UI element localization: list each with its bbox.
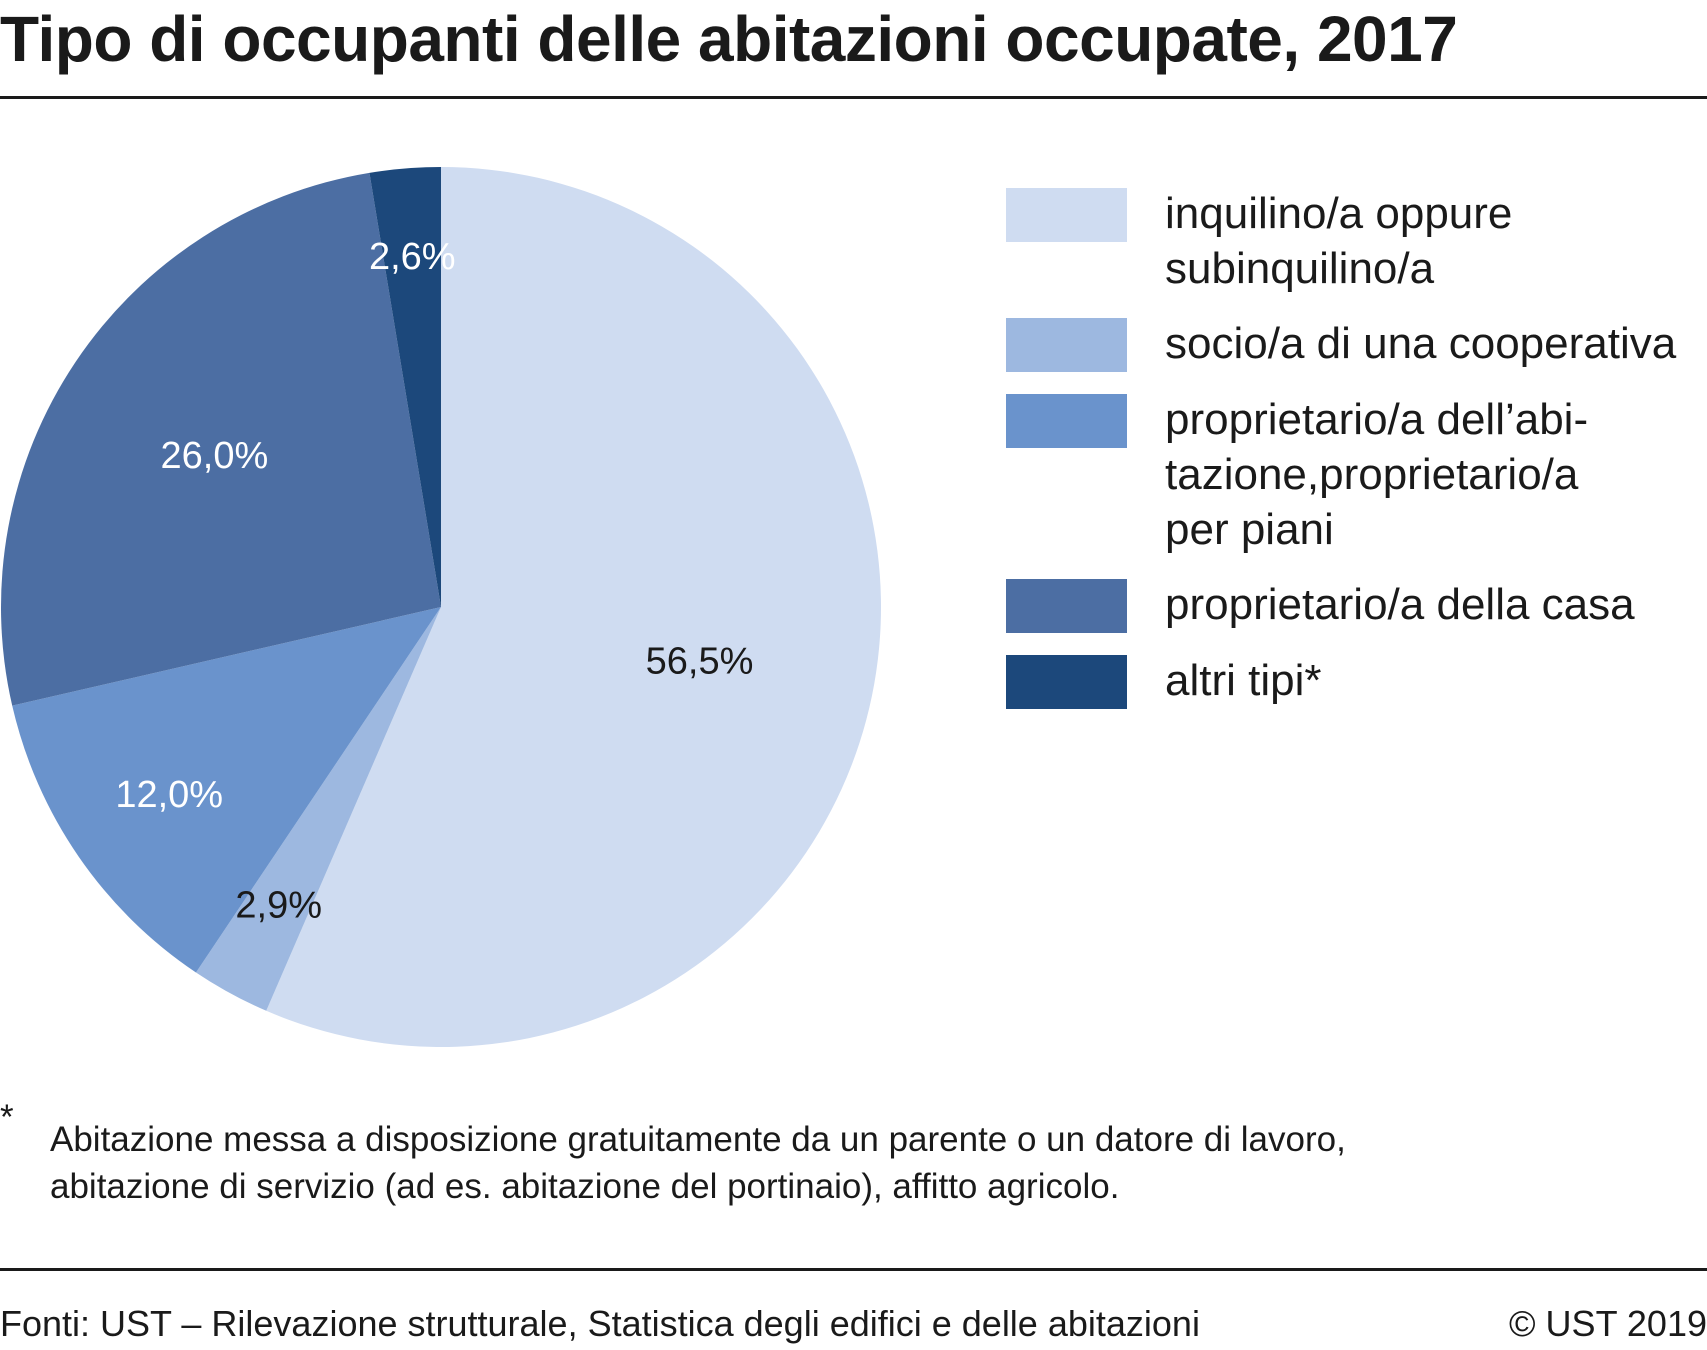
- legend-swatch: [1006, 579, 1127, 633]
- bottom-divider: [0, 1268, 1707, 1271]
- footnote-mark: *: [0, 1098, 14, 1137]
- pie-slice: [369, 167, 441, 607]
- legend-swatch: [1006, 394, 1127, 448]
- legend-label: inquilino/a oppure subinquilino/a: [1165, 189, 1513, 293]
- legend-swatch: [1006, 188, 1127, 242]
- pie-slice: [12, 607, 441, 973]
- legend-label: proprietario/a dell’abi- tazione,proprie…: [1165, 395, 1589, 554]
- pie-chart: 56,5% 2,9% 12,0% 26,0% 2,6%: [0, 167, 882, 1047]
- legend-swatch: [1006, 318, 1127, 372]
- legend-label: proprietario/a della casa: [1165, 580, 1635, 629]
- pie-slice: [195, 607, 441, 1011]
- pie-slice: [0, 172, 441, 706]
- legend: inquilino/a oppure subinquilino/a socio/a…: [1006, 188, 1706, 731]
- copyright-note: © UST 2019: [1509, 1303, 1707, 1344]
- legend-label: altri tipi*: [1165, 656, 1322, 705]
- top-divider: [0, 96, 1707, 99]
- legend-item: socio/a di una cooperativa: [1006, 318, 1706, 372]
- legend-label: socio/a di una cooperativa: [1165, 319, 1677, 368]
- legend-item: proprietario/a dell’abi- tazione,proprie…: [1006, 394, 1706, 557]
- chart-title: Tipo di occupanti delle abitazioni occup…: [0, 3, 1458, 75]
- slice-value-label: 12,0%: [115, 774, 223, 816]
- legend-item: inquilino/a oppure subinquilino/a: [1006, 188, 1706, 296]
- slice-value-label: 26,0%: [161, 435, 269, 477]
- slice-value-label: 2,9%: [235, 884, 322, 926]
- footnote-text: Abitazione messa a disposizione gratuita…: [50, 1120, 1346, 1206]
- pie-slice: [266, 167, 882, 1047]
- slice-value-label: 2,6%: [369, 236, 456, 278]
- legend-item: altri tipi*: [1006, 655, 1706, 709]
- legend-swatch: [1006, 655, 1127, 709]
- legend-item: proprietario/a della casa: [1006, 579, 1706, 633]
- slice-value-label: 56,5%: [646, 641, 754, 683]
- source-note: Fonti: UST – Rilevazione strutturale, St…: [0, 1303, 1200, 1344]
